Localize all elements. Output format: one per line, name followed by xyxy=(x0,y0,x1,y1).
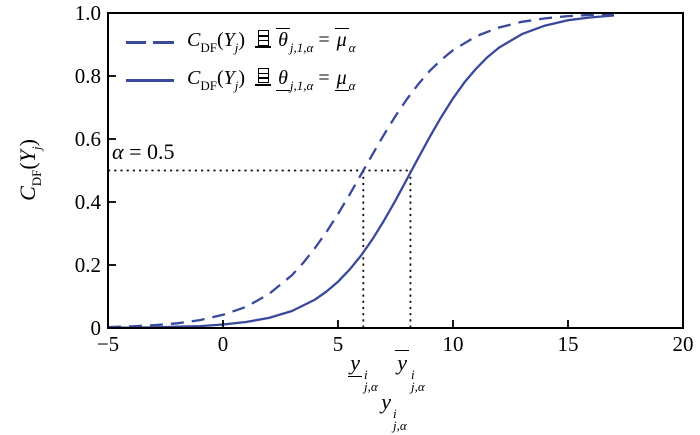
legend-dashed-line-swatch xyxy=(126,40,174,44)
script-stack: i j,α xyxy=(411,367,425,394)
y-tick-label: 0.2 xyxy=(74,253,101,277)
script-stack: i j,α xyxy=(393,406,407,433)
script-stack: i j,α xyxy=(364,367,378,394)
x-axis-label: y i j,α xyxy=(381,389,407,433)
alpha-annotation: α = 0.5 xyxy=(112,139,175,164)
legend-solid-line-swatch xyxy=(126,78,174,82)
y-tick-label: 1.0 xyxy=(74,1,101,25)
lower-crossing-label: y i j,α xyxy=(348,350,378,394)
x-tick-label: 0 xyxy=(217,332,229,356)
x-tick-label: 15 xyxy=(557,332,579,356)
x-tick-label: −5 xyxy=(96,332,120,356)
x-tick-label: 10 xyxy=(442,332,464,356)
x-tick-label: 20 xyxy=(672,332,694,356)
y-axis-label: CDF(Yj) xyxy=(15,139,44,201)
y-tick-label: 0.8 xyxy=(74,64,101,88)
upper-crossing-label: y i j,α xyxy=(395,350,425,394)
plot-frame xyxy=(107,12,684,329)
cdf-curve-dashed xyxy=(107,13,615,329)
cjk-and-glyph xyxy=(255,67,272,86)
y-tick-label: 0.4 xyxy=(74,190,101,214)
x-tick-label: 5 xyxy=(332,332,344,356)
cjk-and-glyph xyxy=(255,30,272,48)
y-tick-label: 0.6 xyxy=(74,127,101,151)
y-tick-label: 0 xyxy=(90,316,102,340)
